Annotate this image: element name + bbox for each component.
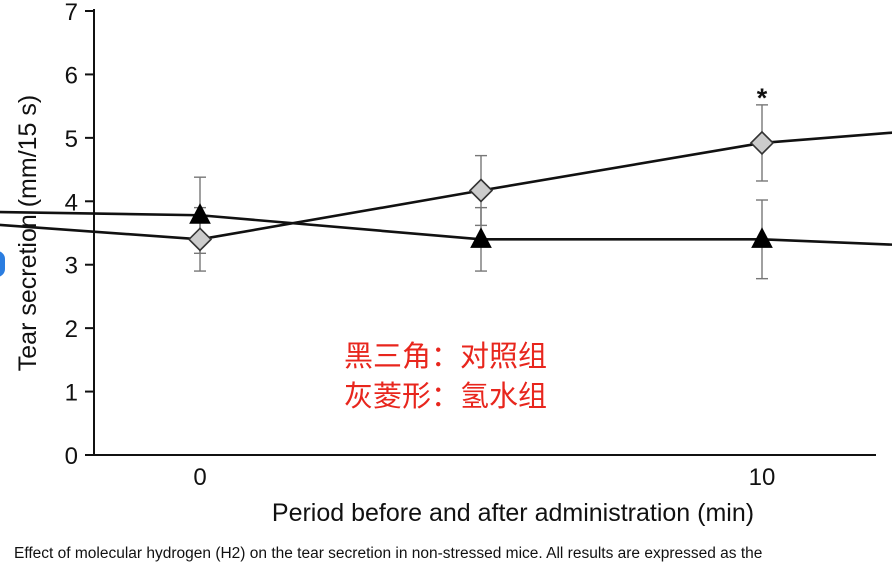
series-line-control: [0, 210, 892, 246]
legend-control-note: 黑三角：对照组: [344, 339, 548, 373]
control-triangle-point: [189, 203, 211, 224]
series-line-hydrogen: [0, 131, 892, 241]
x-tick-label: 10: [749, 464, 776, 491]
series-lines: [0, 131, 892, 246]
hydrogen-diamond-point: [187, 227, 213, 252]
tear-secretion-chart: ************* 01234567-50102030405060Per…: [0, 0, 892, 527]
significance-markers: *************: [757, 83, 768, 113]
y-tick-label: 0: [65, 443, 78, 470]
hydrogen-diamond-point: [749, 130, 775, 156]
error-bars: [194, 104, 768, 280]
side-scroll-marker: [0, 251, 5, 277]
x-tick-label: 0: [193, 464, 206, 491]
y-tick-label: 4: [65, 189, 78, 216]
y-tick-label: 1: [65, 380, 78, 407]
hydrogen-diamond-point: [468, 178, 494, 203]
figure-caption: Effect of molecular hydrogen (H2) on the…: [14, 545, 763, 562]
y-tick-label: 7: [65, 0, 78, 26]
significance-star: *: [757, 83, 768, 113]
legend-hydrogen-note: 灰菱形：氢水组: [344, 379, 548, 413]
control-triangle-point: [470, 227, 492, 248]
y-tick-label: 2: [65, 316, 78, 343]
y-axis-title: Tear secretion (mm/15 s): [14, 95, 42, 371]
y-tick-label: 3: [65, 253, 78, 280]
x-axis-title: Period before and after administration (…: [272, 499, 754, 527]
control-triangle-point: [751, 227, 773, 248]
y-tick-label: 6: [65, 62, 78, 89]
y-tick-label: 5: [65, 126, 78, 153]
data-markers: [187, 130, 775, 252]
